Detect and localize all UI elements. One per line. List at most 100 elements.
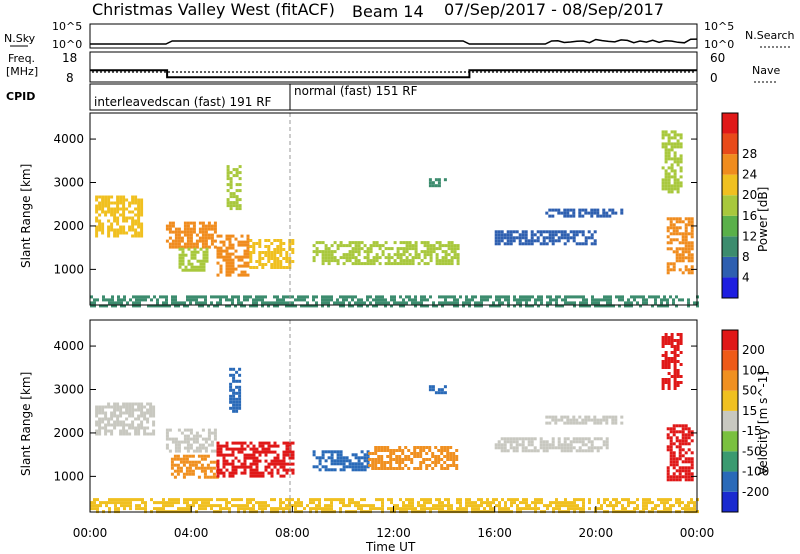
heatmap-cell [189,233,193,237]
heatmap-cell [132,301,135,305]
heatmap-cell [420,301,423,305]
heatmap-cell [339,256,343,260]
heatmap-cell [378,298,381,302]
heatmap-cell [678,448,682,452]
heatmap-cell [98,201,102,205]
heatmap-cell [578,446,582,450]
heatmap-cell [546,295,549,299]
heatmap-cell [435,259,439,263]
heatmap-cell [667,172,671,176]
heatmap-cell [588,304,591,308]
heatmap-cell [633,295,636,299]
heatmap-cell [110,423,114,427]
heatmap-cell [375,256,379,260]
heatmap-cell [673,381,677,384]
heatmap-cell [174,227,178,231]
heatmap-cell [354,453,358,457]
heatmap-cell [228,501,231,505]
heatmap-cell [521,233,525,237]
heatmap-cell [676,345,680,348]
colorbar-frame [721,329,739,513]
heatmap-cell [360,304,363,308]
heatmap-cell [294,504,297,508]
heatmap-cell [101,231,105,235]
heatmap-cell [327,498,330,502]
heatmap-cell [608,214,612,218]
heatmap-cell [276,266,280,269]
heatmap-cell [669,460,673,464]
heatmap-cell [614,421,618,425]
heatmap-cell [666,475,670,479]
heatmap-cell [216,504,219,508]
heatmap-cell [465,498,468,502]
heatmap-cell [660,498,663,502]
heatmap-cell [291,248,295,251]
heatmap-cell [675,460,679,464]
heatmap-cell [414,250,418,254]
heatmap-cell [480,501,483,505]
heatmap-cell [590,449,594,453]
heatmap-cell [667,360,671,363]
heatmap-cell [679,339,683,342]
heatmap-cell [551,214,555,218]
heatmap-cell [401,467,405,470]
heatmap-cell [228,252,232,256]
heatmap-cell [687,304,690,308]
heatmap-cell [186,236,190,240]
heatmap-cell [129,501,132,505]
heatmap-cell [249,465,253,469]
heatmap-cell [438,507,441,511]
heatmap-cell [162,507,165,511]
heatmap-cell [545,211,549,215]
heatmap-cell [128,402,132,406]
heatmap-cell [348,504,351,508]
heatmap-cell [681,454,685,458]
heatmap-cell [679,169,683,173]
heatmap-cell [330,250,334,254]
heatmap-cell [423,298,426,302]
heatmap-cell [204,224,208,228]
heatmap-cell [381,295,384,299]
heatmap-cell [345,459,349,463]
heatmap-cell [465,507,468,511]
heatmap-cell [566,415,570,419]
heatmap-cell [678,247,682,251]
heatmap-cell [423,244,427,248]
heatmap-cell [690,235,694,239]
cpid-label: CPID [6,90,35,103]
heatmap-cell [209,460,213,464]
heatmap-cell [510,498,513,502]
heatmap-cell [249,254,253,257]
heatmap-cell [196,250,200,254]
heatmap-cell [183,227,187,231]
heatmap-cell [264,507,267,511]
heatmap-cell [107,201,111,205]
heatmap-cell [276,462,280,466]
heatmap-cell [273,507,276,511]
heatmap-cell [516,504,519,508]
heatmap-cell [104,405,108,409]
heatmap-cell [104,210,108,214]
heatmap-cell [246,255,250,259]
heatmap-cell [348,259,352,263]
heatmap-cell [569,440,573,444]
heatmap-cell [95,195,99,199]
heatmap-cell [675,238,679,242]
heatmap-cell [566,239,570,243]
heatmap-cell [428,449,432,452]
heatmap-cell [104,417,108,421]
heatmap-cell [684,439,688,443]
heatmap-cell [681,253,685,257]
heatmap-cell [116,222,120,226]
heatmap-cell [690,498,693,502]
heatmap-cell [557,239,561,243]
heatmap-cell [555,298,558,302]
heatmap-cell [237,264,241,268]
heatmap-cell [354,247,358,251]
heatmap-cell [196,268,200,272]
heatmap-cell [225,459,229,463]
heatmap-cell [410,461,414,464]
heatmap-cell [495,304,498,308]
heatmap-cell [249,266,253,269]
heatmap-cell [324,459,328,463]
